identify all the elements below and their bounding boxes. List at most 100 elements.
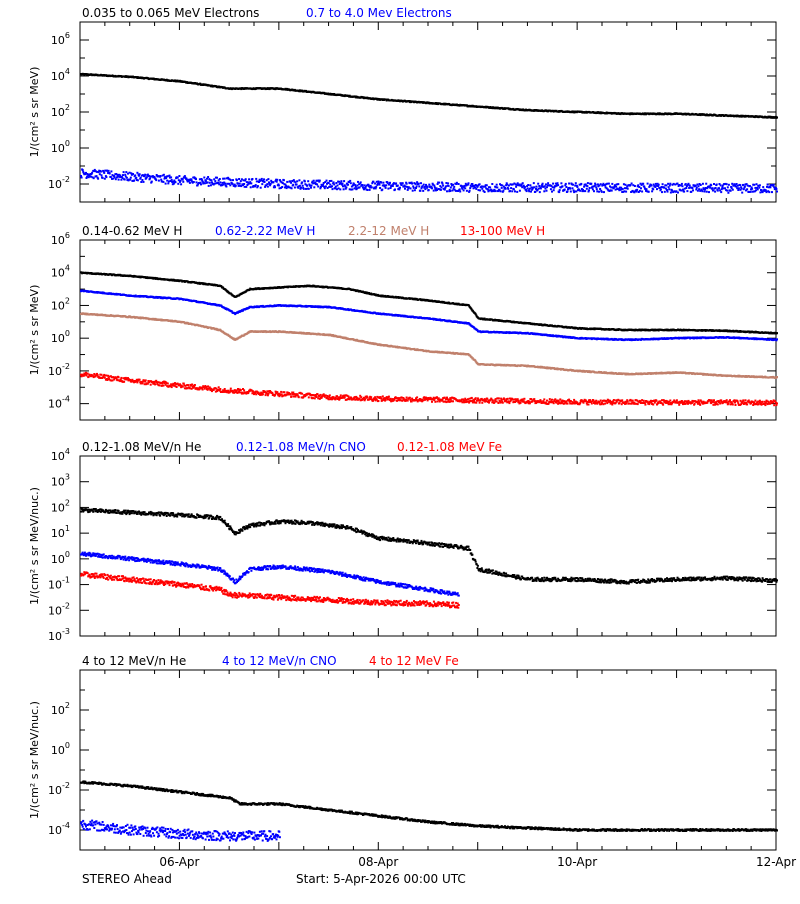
data-point bbox=[316, 183, 318, 185]
data-point bbox=[207, 181, 209, 183]
data-point bbox=[102, 177, 104, 179]
data-point bbox=[214, 180, 216, 182]
y-tick-label: 104 bbox=[51, 67, 70, 83]
data-point bbox=[617, 183, 619, 185]
data-point bbox=[469, 190, 471, 192]
data-point bbox=[406, 183, 408, 185]
data-point bbox=[469, 187, 471, 189]
data-point bbox=[599, 188, 601, 190]
data-point bbox=[596, 188, 598, 190]
data-point bbox=[642, 183, 644, 185]
data-point bbox=[211, 179, 213, 181]
data-point bbox=[93, 177, 95, 179]
data-point bbox=[446, 190, 448, 192]
data-point bbox=[547, 182, 549, 184]
data-point bbox=[304, 180, 306, 182]
data-point bbox=[691, 187, 693, 189]
data-point bbox=[129, 179, 131, 181]
data-point bbox=[463, 189, 465, 191]
data-point bbox=[379, 187, 381, 189]
data-point bbox=[442, 185, 444, 187]
data-point bbox=[250, 186, 252, 188]
data-point bbox=[603, 191, 605, 193]
data-point bbox=[420, 182, 422, 184]
data-point bbox=[660, 188, 662, 190]
data-point bbox=[746, 188, 748, 190]
data-point bbox=[230, 179, 232, 181]
data-point bbox=[564, 189, 566, 191]
data-point bbox=[615, 186, 617, 188]
data-point bbox=[572, 187, 574, 189]
data-point bbox=[575, 182, 577, 184]
data-point bbox=[203, 177, 205, 179]
data-point bbox=[255, 184, 257, 186]
data-point bbox=[536, 186, 538, 188]
data-point bbox=[207, 176, 209, 178]
data-point bbox=[283, 179, 285, 181]
data-point bbox=[324, 187, 326, 189]
data-point bbox=[769, 186, 771, 188]
data-point bbox=[758, 187, 760, 189]
y-tick-label-exponent: -2 bbox=[62, 362, 70, 371]
data-point bbox=[538, 185, 540, 187]
data-point bbox=[261, 183, 263, 185]
y-tick-label-exponent: -2 bbox=[62, 175, 70, 184]
y-tick-label: 104 bbox=[51, 264, 70, 280]
data-point bbox=[350, 182, 352, 184]
data-point bbox=[611, 190, 613, 192]
data-point bbox=[767, 184, 769, 186]
data-point bbox=[232, 183, 234, 185]
data-point bbox=[167, 182, 169, 184]
data-point bbox=[550, 188, 552, 190]
data-point bbox=[260, 187, 262, 189]
plot-frame bbox=[80, 22, 776, 202]
data-point bbox=[412, 190, 414, 192]
data-point bbox=[641, 191, 643, 193]
data-point bbox=[180, 183, 182, 185]
data-point bbox=[500, 190, 502, 192]
data-point bbox=[584, 190, 586, 192]
data-point bbox=[730, 190, 732, 192]
data-point bbox=[402, 182, 404, 184]
data-point bbox=[310, 187, 312, 189]
data-point bbox=[168, 180, 170, 182]
data-point bbox=[496, 187, 498, 189]
data-point bbox=[126, 177, 128, 179]
data-point bbox=[330, 180, 332, 182]
data-point bbox=[670, 192, 672, 194]
data-point bbox=[427, 186, 429, 188]
y-tick-label: 102 bbox=[51, 103, 70, 119]
data-point bbox=[741, 192, 743, 194]
data-point bbox=[143, 181, 145, 183]
data-point bbox=[423, 184, 425, 186]
data-point bbox=[394, 189, 396, 191]
data-point bbox=[360, 181, 362, 183]
data-point bbox=[442, 183, 444, 185]
data-point bbox=[267, 178, 269, 180]
data-point bbox=[501, 187, 503, 189]
data-point bbox=[588, 189, 590, 191]
data-point bbox=[662, 183, 664, 185]
data-point bbox=[333, 181, 335, 183]
data-point bbox=[313, 186, 315, 188]
data-point bbox=[313, 180, 315, 182]
data-point bbox=[433, 185, 435, 187]
y-tick-label: 106 bbox=[51, 231, 70, 247]
data-point bbox=[459, 191, 461, 193]
data-point bbox=[526, 190, 528, 192]
series-2-points bbox=[80, 168, 778, 193]
data-point bbox=[706, 191, 708, 193]
data-point bbox=[278, 185, 280, 187]
data-point bbox=[193, 181, 195, 183]
data-point bbox=[622, 188, 624, 190]
data-point bbox=[189, 182, 191, 184]
data-point bbox=[651, 185, 653, 187]
data-point bbox=[450, 187, 452, 189]
data-point bbox=[418, 185, 420, 187]
data-point bbox=[331, 185, 333, 187]
y-tick-label-exponent: 6 bbox=[65, 31, 70, 40]
data-point bbox=[569, 188, 571, 190]
data-point bbox=[651, 190, 653, 192]
data-point bbox=[570, 191, 572, 193]
